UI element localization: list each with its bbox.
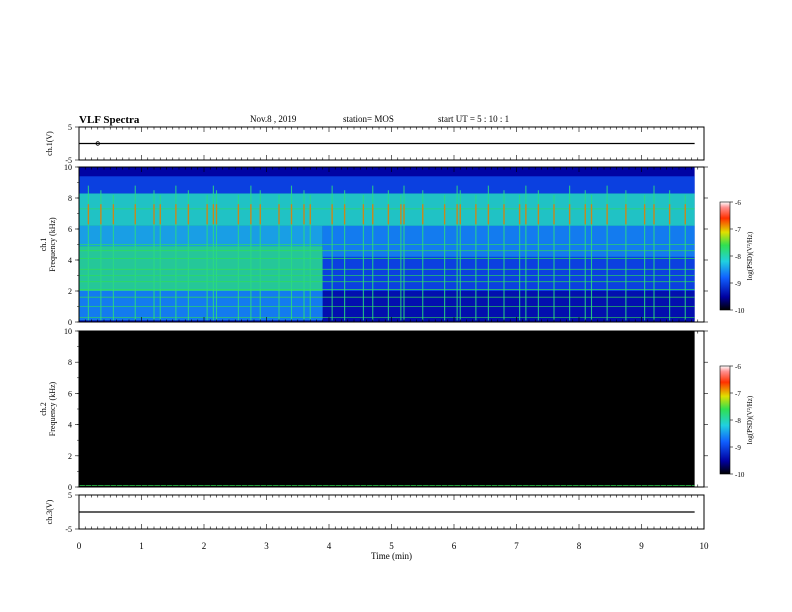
- start-time-label: start UT = 5 : 10 : 1: [438, 114, 510, 124]
- y-tick-label: -5: [65, 525, 72, 534]
- colorbar-label: log(PSD)(V²/Hz): [746, 231, 754, 280]
- colorbar: [719, 201, 731, 311]
- spectrogram-band: [79, 246, 323, 291]
- spectrogram-band: [322, 291, 695, 321]
- spectrogram-band: [79, 291, 323, 321]
- y-tick-label: 6: [68, 389, 72, 398]
- y-axis-label: ch.3(V): [45, 499, 54, 524]
- waveform-marker: [95, 141, 100, 146]
- x-tick-label: 7: [514, 541, 519, 551]
- colorbar-tick-label: -10: [735, 307, 745, 315]
- y-axis-label: Frequency (kHz): [48, 381, 57, 436]
- colorbar-tick-label: -6: [735, 199, 741, 207]
- y-tick-label: 0: [68, 483, 72, 492]
- x-tick-label: 0: [77, 541, 82, 551]
- colorbar-tick-label: -9: [735, 280, 741, 288]
- colorbar-tick-label: -7: [735, 226, 741, 234]
- spectrogram-band: [79, 193, 695, 226]
- y-tick-label: 10: [64, 327, 72, 336]
- y-tick-label: 2: [68, 287, 72, 296]
- x-tick-label: 9: [639, 541, 644, 551]
- spectrogram-band: [322, 225, 695, 257]
- spectrogram-band: [79, 176, 695, 194]
- y-tick-label: 5: [68, 123, 72, 132]
- colorbar: [719, 365, 731, 475]
- y-axis-channel-label: ch.2: [39, 402, 48, 416]
- y-tick-label: 4: [68, 256, 72, 265]
- y-tick-label: -5: [65, 156, 72, 165]
- colorbar-tick-label: -6: [735, 363, 741, 371]
- spectrogram-band: [322, 256, 695, 291]
- y-tick-label: 2: [68, 452, 72, 461]
- x-axis-label: Time (min): [371, 551, 412, 561]
- colorbar-tick-label: -9: [735, 444, 741, 452]
- y-axis-label: ch.1(V): [45, 131, 54, 156]
- y-tick-label: 0: [68, 318, 72, 327]
- spectrogram-band: [79, 225, 323, 247]
- x-tick-label: 3: [264, 541, 269, 551]
- station-label: station= MOS: [343, 114, 394, 124]
- y-tick-label: 10: [64, 163, 72, 172]
- spectrogram-background-ch2: [79, 331, 695, 487]
- date-label: Nov.8 , 2019: [250, 114, 297, 124]
- chart-title: VLF Spectra: [79, 114, 140, 126]
- y-tick-label: 8: [68, 358, 72, 367]
- x-tick-label: 10: [700, 541, 710, 551]
- colorbar-tick-label: -8: [735, 417, 741, 425]
- x-tick-label: 6: [452, 541, 457, 551]
- y-tick-label: 5: [68, 491, 72, 500]
- x-tick-label: 2: [202, 541, 207, 551]
- y-axis-channel-label: ch.1: [39, 238, 48, 252]
- x-tick-label: 4: [327, 541, 332, 551]
- x-tick-label: 1: [139, 541, 144, 551]
- y-tick-label: 6: [68, 225, 72, 234]
- y-tick-label: 4: [68, 421, 72, 430]
- x-tick-label: 5: [389, 541, 394, 551]
- y-tick-label: 8: [68, 194, 72, 203]
- colorbar-tick-label: -10: [735, 471, 745, 479]
- colorbar-label: log(PSD)(V²/Hz): [746, 395, 754, 444]
- colorbar-tick-label: -8: [735, 253, 741, 261]
- colorbar-tick-label: -7: [735, 390, 741, 398]
- y-axis-label: Frequency (kHz): [48, 217, 57, 272]
- x-tick-label: 8: [577, 541, 582, 551]
